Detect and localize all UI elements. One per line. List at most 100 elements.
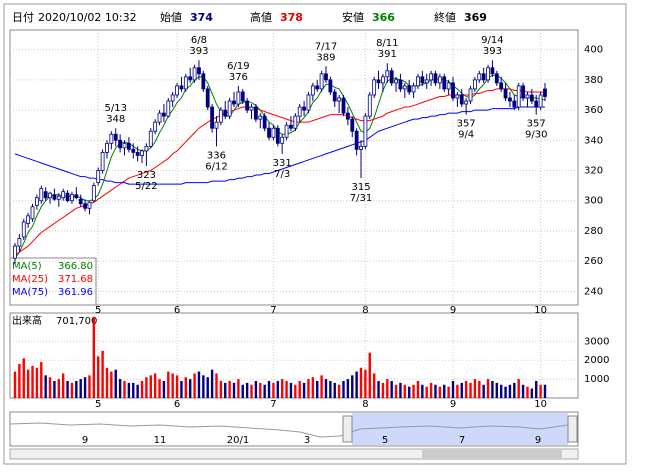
- volume-bar: [276, 381, 279, 398]
- volume-bar: [184, 377, 188, 398]
- annotation-value: 389: [316, 52, 335, 63]
- volume-bar: [294, 384, 297, 398]
- volume-bar: [153, 373, 157, 398]
- candle-body: [490, 67, 495, 75]
- volume-bar: [377, 381, 380, 398]
- candle-body: [109, 133, 114, 144]
- candle-body: [74, 194, 79, 199]
- volume-bar: [241, 384, 244, 398]
- volume-title: 出来高: [12, 314, 42, 327]
- candle-body: [87, 201, 92, 209]
- candle-body: [464, 100, 469, 105]
- candle-body: [376, 79, 381, 84]
- annotation-value: 393: [483, 46, 502, 57]
- candle-body: [543, 88, 547, 97]
- candle-body: [214, 121, 219, 129]
- navigator-handle-left[interactable]: [342, 415, 353, 443]
- candle-body: [534, 100, 539, 108]
- candle-body: [148, 130, 153, 147]
- scrollbar-thumb[interactable]: [422, 450, 562, 458]
- volume-bar: [245, 382, 249, 398]
- x-tick-label: 5: [95, 305, 101, 316]
- candle-body: [144, 145, 149, 152]
- volume-bar: [390, 381, 393, 398]
- candle-body: [411, 85, 416, 93]
- y-tick-label: 300: [584, 196, 603, 207]
- annotation-date: 7/3: [274, 169, 290, 180]
- volume-bar: [355, 371, 358, 398]
- candle-body: [332, 91, 337, 102]
- candle-body: [223, 109, 228, 117]
- volume-bar: [307, 379, 310, 398]
- candle-body: [52, 194, 57, 200]
- volume-bar: [136, 384, 139, 398]
- candle-body: [30, 206, 35, 220]
- candle-body: [280, 136, 285, 144]
- header-label: 日付: [12, 11, 34, 24]
- volume-bar: [443, 384, 446, 398]
- candle-body: [328, 79, 333, 93]
- candle-body: [359, 145, 363, 150]
- candle-body: [245, 100, 250, 111]
- volume-bar: [26, 369, 30, 398]
- annotation-date: 9/4: [458, 130, 474, 141]
- candle-body: [39, 188, 44, 202]
- volume-bar: [197, 371, 201, 398]
- candle-body: [389, 70, 394, 84]
- volume-bar: [114, 369, 117, 398]
- volume-bar: [22, 358, 25, 398]
- annotation-date: 6/8: [191, 35, 207, 46]
- candle-body: [236, 91, 241, 105]
- candle-body: [324, 73, 328, 81]
- volume-bar: [289, 382, 293, 398]
- candle-body: [394, 79, 398, 84]
- candle-body: [83, 203, 87, 209]
- candle-body: [472, 79, 477, 90]
- scrollbar[interactable]: [9, 448, 579, 460]
- candle-body: [166, 100, 171, 117]
- volume-bar: [346, 379, 350, 398]
- volume-bar: [57, 379, 60, 398]
- candle-body: [525, 94, 530, 99]
- volume-bar: [526, 386, 529, 398]
- candle-body: [367, 94, 372, 117]
- navigator-handle-right[interactable]: [567, 415, 578, 443]
- candle-body: [26, 215, 31, 224]
- header-label: 終値: [434, 10, 456, 24]
- candle-body: [249, 106, 254, 111]
- candle-body: [140, 150, 144, 156]
- volume-bar: [517, 379, 520, 398]
- y-tick-label: 360: [584, 105, 603, 116]
- volume-bar: [118, 379, 122, 398]
- candle-body: [131, 148, 136, 153]
- candle-body: [354, 130, 359, 150]
- legend-value: 366.80: [58, 261, 93, 272]
- legend-label: MA(25): [12, 274, 48, 285]
- volume-panel: [9, 312, 579, 399]
- volume-bar: [337, 384, 341, 398]
- volume-bar: [70, 382, 74, 398]
- volume-bar: [386, 379, 389, 398]
- candle-body: [381, 76, 385, 84]
- candle-body: [253, 106, 258, 120]
- candle-body: [499, 82, 504, 90]
- candle-body: [35, 197, 39, 206]
- volume-bar: [145, 377, 148, 398]
- volume-bar: [162, 381, 166, 398]
- volume-bar: [482, 384, 485, 398]
- header-label: 高値: [250, 10, 272, 24]
- navigator-selection[interactable]: [352, 413, 568, 445]
- y-tick-label: 400: [584, 45, 603, 56]
- navigator-label: 5: [382, 435, 388, 446]
- annotation-date: 5/13: [105, 103, 127, 114]
- volume-current: 701,700: [56, 316, 97, 327]
- navigator-label: 3: [304, 435, 310, 446]
- volume-bar: [149, 375, 152, 398]
- candle-body: [459, 94, 464, 105]
- volume-bar: [92, 316, 96, 398]
- volume-bar: [464, 381, 468, 398]
- ma-line: [14, 106, 545, 185]
- candle-body: [429, 73, 434, 81]
- volume-bar: [447, 386, 450, 398]
- annotation-value: 376: [229, 72, 248, 83]
